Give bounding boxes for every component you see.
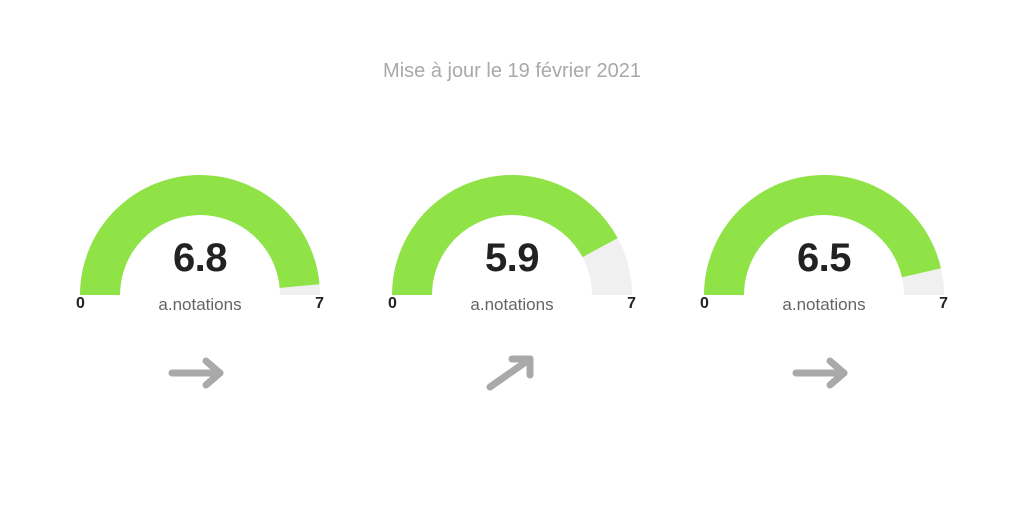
gauge-2-caption: a.notations xyxy=(690,295,958,315)
gauge-1-caption: a.notations xyxy=(378,295,646,315)
gauge-1-max-label: 7 xyxy=(627,295,636,313)
gauge-1-value: 5.9 xyxy=(378,236,646,281)
gauge-1-trend xyxy=(472,353,552,393)
gauge-0-arc: 6.8 xyxy=(66,161,334,301)
update-date-text: Mise à jour le 19 février 2021 xyxy=(383,60,641,83)
gauge-1-axis: 0 a.notations 7 xyxy=(378,295,646,321)
gauge-0-axis: 0 a.notations 7 xyxy=(66,295,334,321)
gauge-2-max-label: 7 xyxy=(939,295,948,313)
gauge-0: 6.8 0 a.notations 7 xyxy=(66,161,334,393)
gauge-0-trend xyxy=(160,353,240,393)
arrow-right-icon xyxy=(784,353,864,393)
gauge-0-caption: a.notations xyxy=(66,295,334,315)
gauge-2-value: 6.5 xyxy=(690,236,958,281)
gauge-1-arc: 5.9 xyxy=(378,161,646,301)
gauge-row: 6.8 0 a.notations 7 5.9 0 a.notations 7 xyxy=(66,161,958,393)
gauge-1: 5.9 0 a.notations 7 xyxy=(378,161,646,393)
gauge-2-arc: 6.5 xyxy=(690,161,958,301)
gauge-0-max-label: 7 xyxy=(315,295,324,313)
gauge-2-trend xyxy=(784,353,864,393)
gauge-2-axis: 0 a.notations 7 xyxy=(690,295,958,321)
arrow-up-right-icon xyxy=(472,353,552,393)
gauge-0-value: 6.8 xyxy=(66,236,334,281)
arrow-right-icon xyxy=(160,353,240,393)
page-root: Mise à jour le 19 février 2021 6.8 0 a.n… xyxy=(0,0,1024,526)
gauge-2: 6.5 0 a.notations 7 xyxy=(690,161,958,393)
